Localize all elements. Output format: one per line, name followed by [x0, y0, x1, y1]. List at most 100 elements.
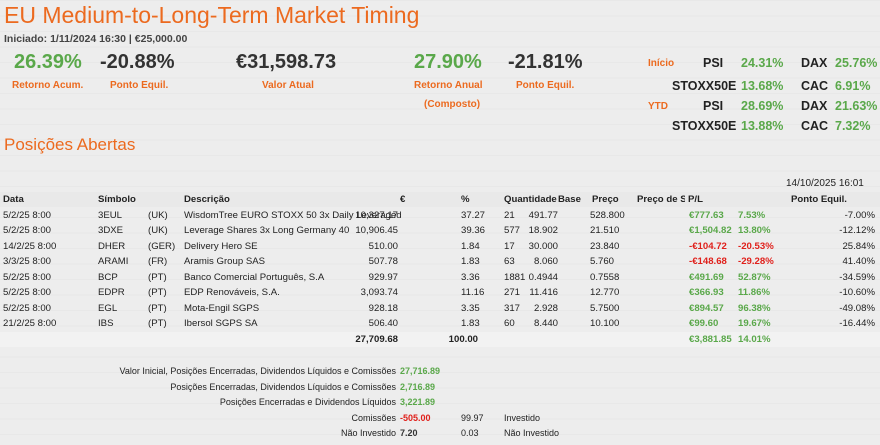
dax-ytd-value: 21.63%: [835, 99, 878, 113]
cell-description: EDP Renováveis, S.A.: [184, 287, 280, 298]
table-row[interactable]: 5/2/25 8:00 3DXE (UK) Leverage Shares 3x Lo…: [0, 223, 880, 238]
cell-pl: €99.60: [689, 318, 719, 329]
kpi-annual-return: 27.90%: [414, 51, 482, 73]
cell-base: 2.928: [533, 302, 558, 314]
summary-value: -505.00: [400, 412, 431, 423]
cell-base: 8.440: [533, 318, 558, 329]
table-row[interactable]: 14/2/25 8:00 DHER (GER) Delivery Hero SE 510…: [0, 239, 880, 254]
table-row[interactable]: 21/2/25 8:00 IBS (PT) Ibersol SGPS SA 506.40…: [0, 316, 880, 331]
col-pct[interactable]: %: [461, 194, 470, 205]
summary-note: Não Investido: [504, 428, 560, 438]
cell-date: 5/2/25 8:00: [3, 302, 52, 314]
summary-value: 7.20: [400, 428, 418, 438]
col-qty[interactable]: Quantidade: [504, 194, 557, 205]
stoxx-ytd-value: 13.88%: [741, 119, 784, 133]
cell-price: 0.7558: [590, 271, 620, 283]
cell-eur: 3,093.74: [360, 287, 398, 298]
cell-symbol: BCP: [98, 271, 118, 283]
table-row[interactable]: 5/2/25 8:00 EGL (PT) Mota-Engil SGPS 928.18 3…: [0, 301, 880, 316]
col-symbol[interactable]: Símbolo: [98, 194, 136, 205]
cell-pl-pct: 52.87%: [738, 271, 771, 283]
cell-pct: 3.36: [461, 271, 480, 283]
col-stop-price[interactable]: Preço de St: [637, 194, 685, 205]
cell-market: (UK): [148, 209, 168, 221]
cell-breakeven: -7.00%: [844, 209, 875, 221]
cell-breakeven: 41.40%: [842, 256, 875, 267]
table-row[interactable]: 3/3/25 8:00 ARAMI (FR) Aramis Group SAS 507.…: [0, 254, 880, 269]
cell-symbol: EGL: [98, 302, 118, 314]
cell-market: (UK): [148, 225, 168, 236]
totals-row: 27,709.68 100.00 €3,881.85 14.01%: [0, 332, 880, 347]
cell-pl: -€104.72: [689, 240, 727, 252]
kpi-annual-return-label: Retorno Anual: [414, 80, 483, 91]
cell-base: 18.902: [528, 225, 558, 236]
cell-price: 5.7500: [590, 302, 620, 314]
cell-symbol: 3EUL: [98, 209, 122, 221]
total-pl: €3,881.85: [689, 334, 732, 345]
cell-price: 12.770: [590, 287, 620, 298]
cell-eur: 506.40: [368, 318, 398, 329]
cell-breakeven: -12.12%: [839, 225, 875, 236]
total-eur: 27,709.68: [355, 334, 398, 345]
cell-date: 3/3/25 8:00: [3, 256, 52, 267]
cell-eur: 928.18: [368, 302, 398, 314]
psi-inicio-value: 24.31%: [741, 56, 784, 70]
cell-base: 30.000: [528, 240, 558, 252]
kpi-current-value-label: Valor Atual: [262, 80, 314, 91]
summary-value: 3,221.89: [400, 397, 436, 407]
cell-eur: 10,327.17: [355, 209, 398, 221]
cell-pl-pct: -20.53%: [738, 240, 774, 252]
summary-label: Posições Encerradas e Dividendos Líquido…: [219, 397, 396, 407]
table-row[interactable]: 5/2/25 8:00 3EUL (UK) WisdomTree EURO STOXX…: [0, 208, 880, 223]
cell-breakeven: -49.08%: [839, 302, 875, 314]
cell-eur: 507.78: [368, 256, 398, 267]
cell-pl: €491.69: [689, 271, 724, 283]
summary-note: Investido: [504, 412, 541, 423]
kpi-breakeven-annual: -21.81%: [508, 51, 583, 73]
cell-eur: 510.00: [368, 240, 398, 252]
start-info: Iniciado: 1/11/2024 16:30 | €25,000.00: [4, 33, 188, 45]
dax-inicio-name: DAX: [801, 56, 828, 70]
summary-pct: 99.97: [461, 412, 484, 423]
cell-pl: €1,504.82: [689, 225, 732, 236]
col-base[interactable]: Base: [558, 194, 581, 205]
cell-pct: 11.16: [461, 287, 485, 298]
table-row[interactable]: 5/2/25 8:00 BCP (PT) Banco Comercial Portug…: [0, 270, 880, 285]
cell-pl: €366.93: [689, 287, 724, 298]
stoxx-inicio-name: STOXX50E: [672, 79, 737, 93]
cell-price: 5.760: [590, 256, 615, 267]
col-price[interactable]: Preço: [592, 194, 619, 205]
cell-price: 10.100: [590, 318, 620, 329]
summary-label: Não Investido: [340, 428, 396, 438]
cell-pct: 1.83: [461, 318, 480, 329]
cell-symbol: IBS: [98, 318, 114, 329]
cell-date: 5/2/25 8:00: [3, 287, 52, 298]
cac-ytd-name: CAC: [801, 119, 829, 133]
cell-market: (GER): [148, 240, 176, 252]
ytd-label: YTD: [648, 101, 668, 112]
cell-description: Leverage Shares 3x Long Germany 40: [184, 225, 350, 236]
cell-market: (PT): [148, 287, 167, 298]
kpi-cumulative-return: 26.39%: [14, 51, 82, 73]
cell-date: 14/2/25 8:00: [3, 240, 57, 252]
inicio-label: Início: [648, 58, 675, 69]
table-row[interactable]: 5/2/25 8:00 EDPR (PT) EDP Renováveis, S.A. 3…: [0, 285, 880, 300]
cell-base: 8.060: [533, 256, 558, 267]
summary-label: Valor Inicial, Posições Encerradas, Divi…: [119, 366, 396, 376]
page-title: EU Medium-to-Long-Term Market Timing: [4, 2, 420, 28]
cell-eur: 10,906.45: [355, 225, 398, 236]
cell-description: WisdomTree EURO STOXX 50 3x Daily Levera…: [184, 209, 402, 221]
col-pl[interactable]: P/L: [688, 194, 703, 205]
cell-base: 11.416: [529, 287, 558, 298]
stoxx-inicio-value: 13.68%: [741, 79, 784, 93]
cell-pct: 1.84: [461, 240, 480, 252]
cell-qty: 63: [504, 256, 515, 267]
cell-market: (PT): [148, 318, 167, 329]
cell-pl-pct: 13.80%: [738, 225, 771, 236]
col-breakeven[interactable]: Ponto Equil.: [791, 194, 847, 205]
col-description[interactable]: Descrição: [184, 194, 230, 205]
col-eur[interactable]: €: [400, 194, 406, 205]
stoxx-ytd-name: STOXX50E: [672, 119, 737, 133]
cell-pct: 1.83: [461, 256, 480, 267]
col-date[interactable]: Data: [3, 194, 24, 205]
